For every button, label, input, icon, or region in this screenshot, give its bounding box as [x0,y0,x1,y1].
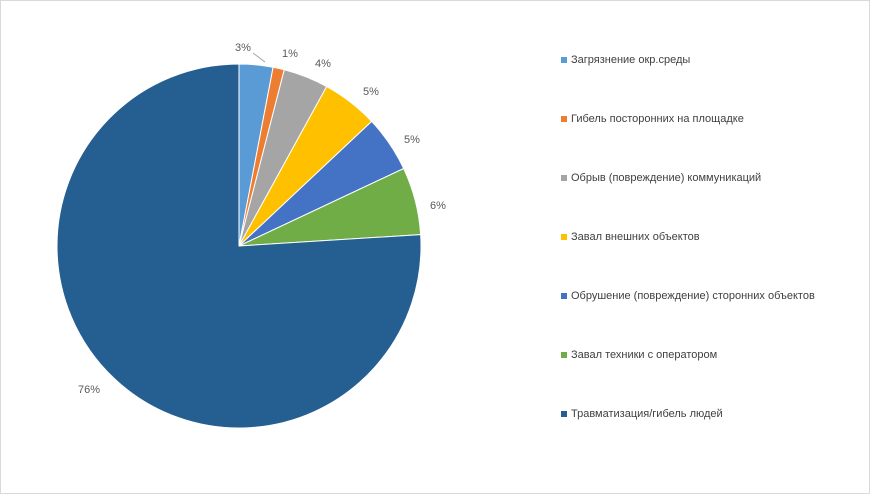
data-label: 5% [363,86,379,98]
legend-swatch [561,411,567,417]
leader-line [252,52,266,63]
legend-label: Завал техники с оператором [571,349,718,361]
legend-item-injury-death: Травматизация/гибель людей [561,406,723,422]
legend-swatch [561,175,567,181]
data-label: 1% [282,48,298,60]
legend-swatch [561,57,567,63]
legend-label: Обрушение (повреждение) сторонних объект… [571,290,815,302]
legend-swatch [561,234,567,240]
legend-swatch [561,116,567,122]
legend-item-external-collapse: Завал внешних объектов [561,229,700,245]
legend-label: Обрыв (повреждение) коммуникаций [571,172,762,184]
legend-label: Гибель посторонних на площадке [571,113,744,125]
pie-slice [56,63,422,429]
legend-item-pollution: Загрязнение окр.среды [561,52,690,68]
data-label: 76% [78,384,100,396]
legend-swatch [561,293,567,299]
legend-item-equipment-with-operator: Завал техники с оператором [561,347,717,363]
data-label: 6% [430,200,446,212]
legend-label: Загрязнение окр.среды [571,54,691,66]
legend-label: Завал внешних объектов [571,231,700,243]
legend-item-third-party-damage: Обрушение (повреждение) сторонних объект… [561,288,815,304]
legend-item-bystander-death: Гибель посторонних на площадке [561,111,744,127]
data-label: 5% [404,134,420,146]
legend-label: Травматизация/гибель людей [571,408,723,420]
legend-swatch [561,352,567,358]
pie-chart: 3% 1% 4% 5% 5% 6% 76% [56,42,446,429]
legend-item-utility-damage: Обрыв (повреждение) коммуникаций [561,170,761,186]
data-label: 4% [315,58,331,70]
data-label: 3% [235,42,251,54]
